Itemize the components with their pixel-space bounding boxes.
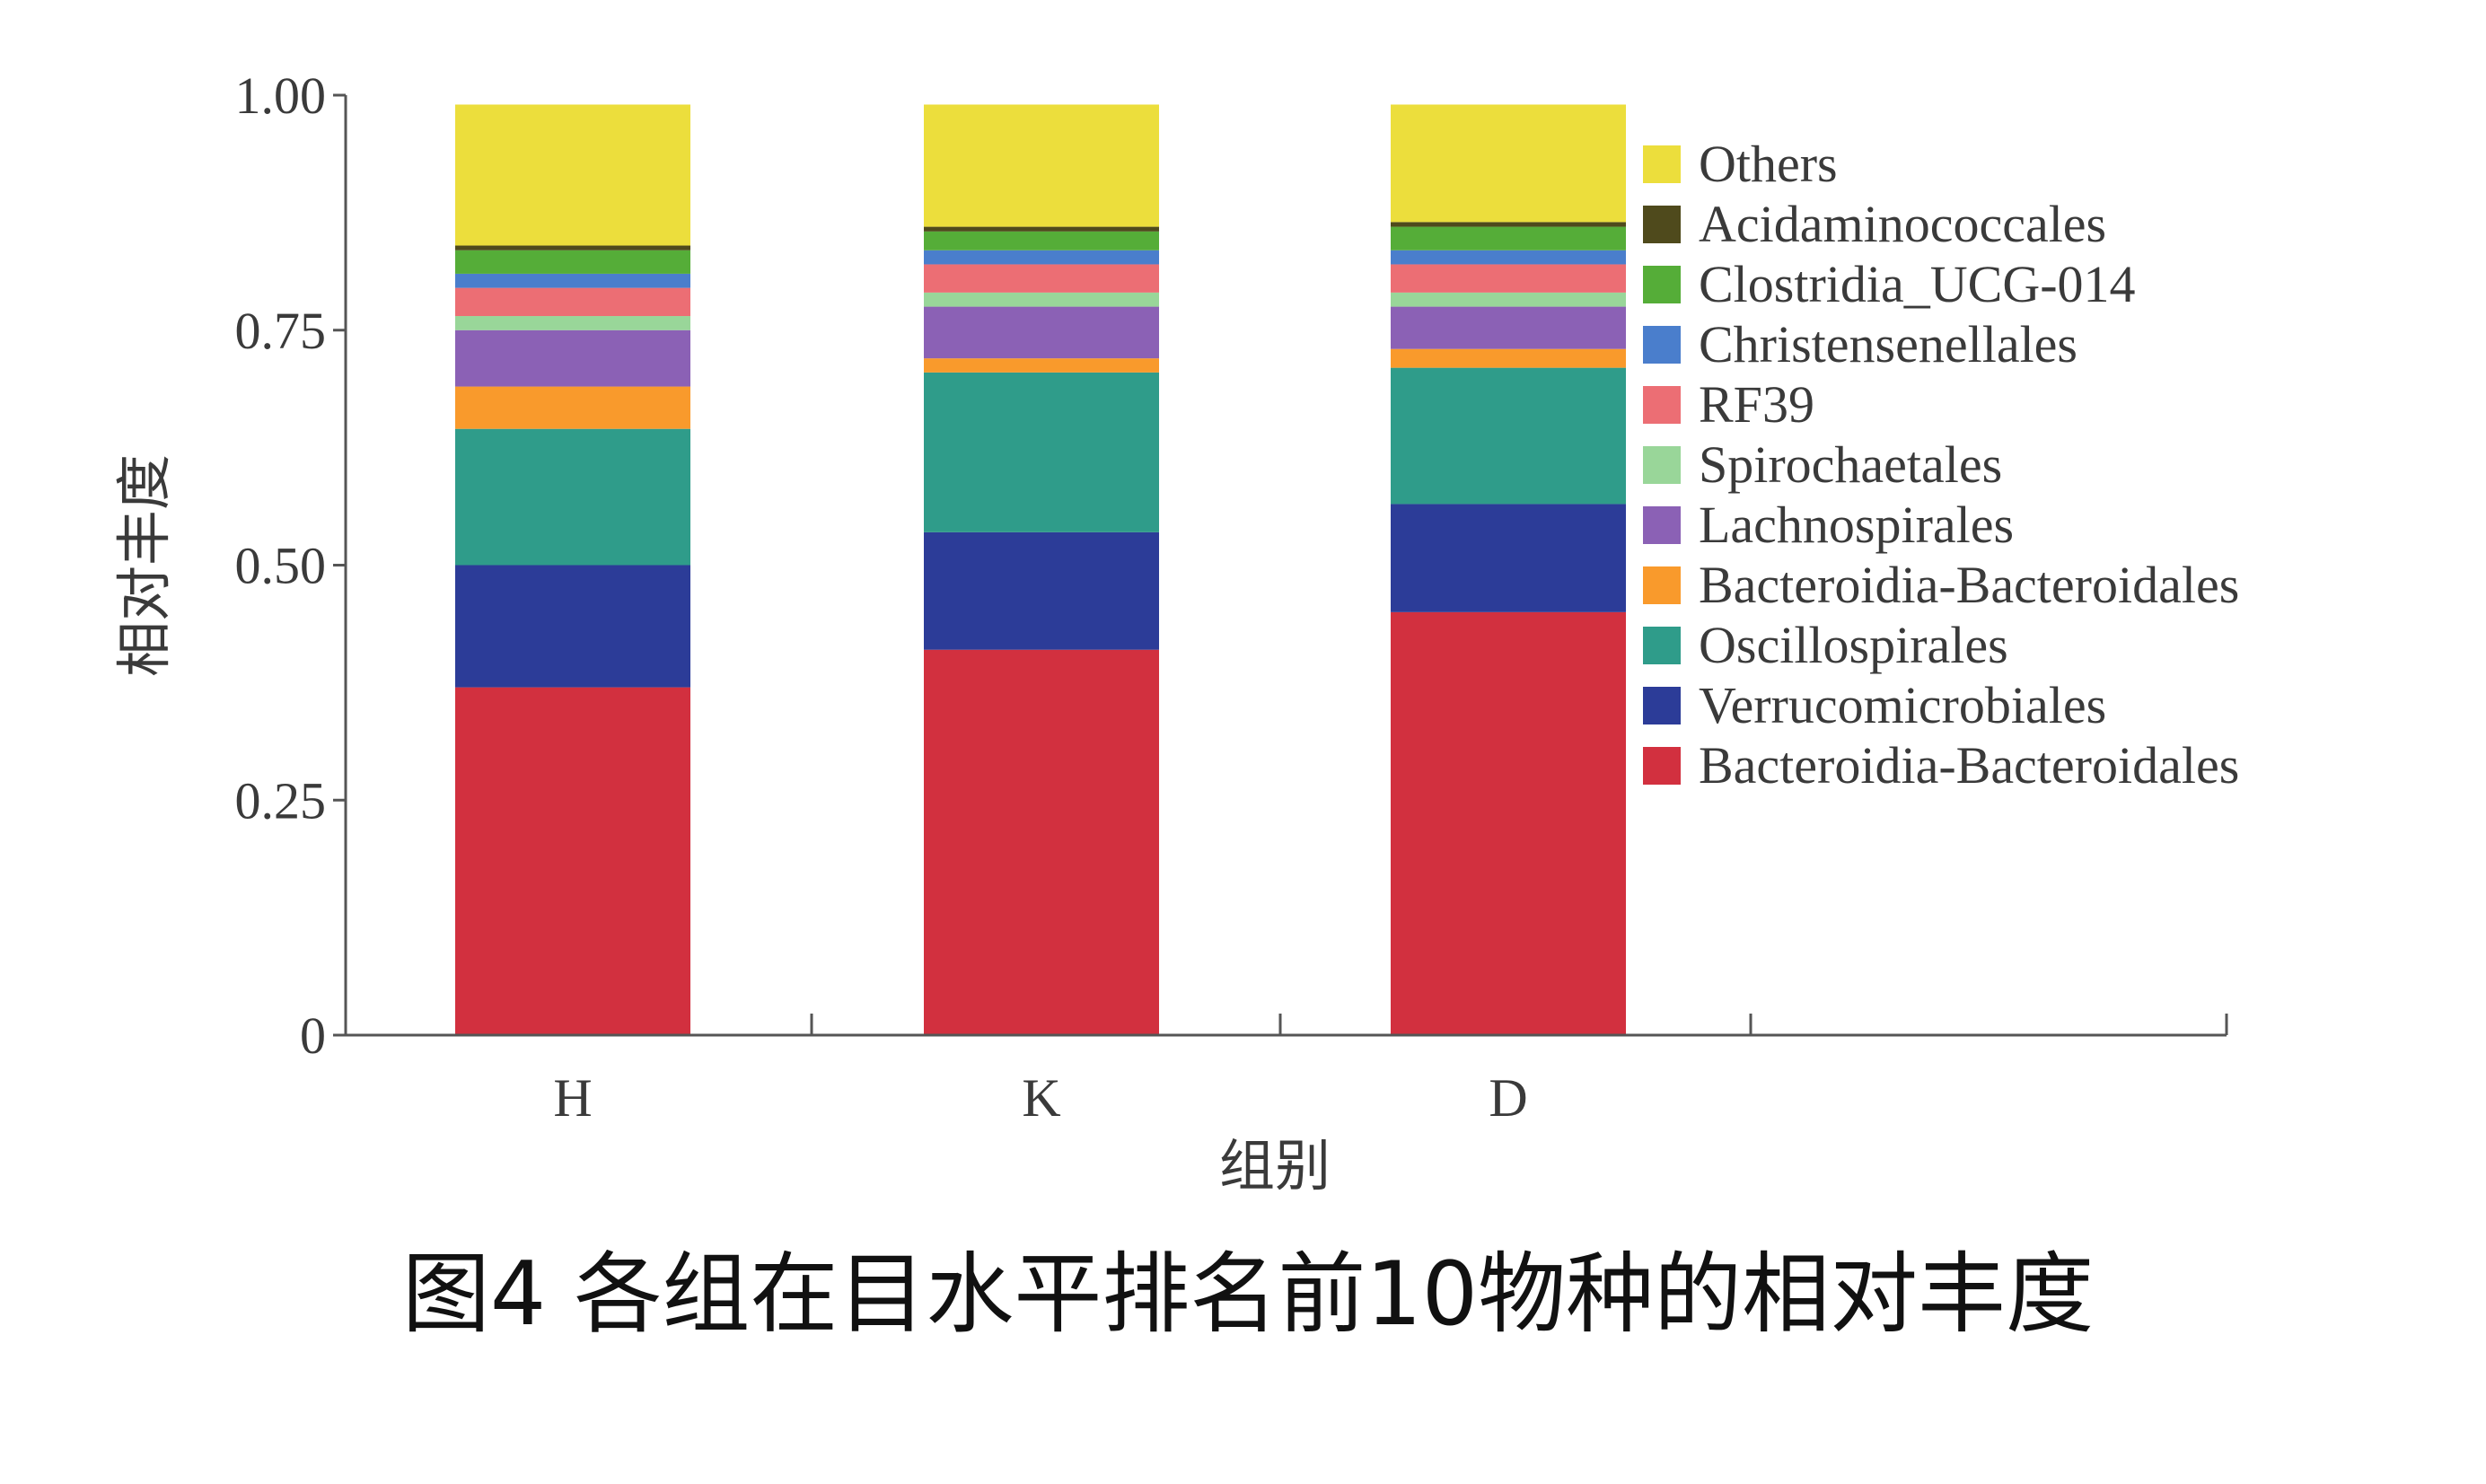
bar-segment [924,306,1159,359]
bar-segment [924,264,1159,293]
bar-segment [1391,367,1626,505]
bar-segment [1391,504,1626,612]
bar-segment [924,250,1159,265]
legend-swatch [1643,386,1681,424]
x-category-label: H [553,1068,592,1128]
bar-segment [455,386,690,429]
legend-swatch [1643,506,1681,544]
legend-label: Spirochaetales [1699,435,2002,494]
legend-swatch [1643,266,1681,303]
y-tick-label: 1.00 [235,66,327,125]
bar-segment [1391,222,1626,227]
bar-segment [455,245,690,250]
legend-label: Others [1699,135,1838,193]
bar-segment [455,273,690,288]
bar-segment [924,649,1159,1035]
legend-swatch [1643,206,1681,243]
x-axis-title: 组别 [1219,1133,1331,1199]
legend-label: Bacteroidia-Bacteroidales [1699,736,2239,795]
y-tick-label: 0.25 [235,771,327,830]
bar-segment [455,687,690,1035]
bar-segment [1391,250,1626,265]
legend-label: Acidaminococcales [1699,195,2106,253]
legend-swatch [1643,145,1681,183]
x-category-label: K [1022,1068,1060,1128]
bar-segment [1391,292,1626,307]
y-tick-label: 0.75 [235,302,327,360]
legend-label: Oscillospirales [1699,616,2008,674]
bar-segment [924,292,1159,307]
bar-segment [924,372,1159,532]
y-tick-label: 0.50 [235,537,327,595]
bar-segment [455,287,690,317]
y-axis-title: 相对丰度 [111,454,177,677]
legend-swatch [1643,326,1681,364]
bar-segment [455,316,690,330]
legend-swatch [1643,566,1681,604]
legend-label: Verrucomicrobiales [1699,676,2106,734]
legend-label: Christensenellales [1699,315,2078,373]
bar-segment [455,565,690,688]
bar-segment [924,104,1159,227]
legend-swatch [1643,627,1681,664]
legend-label: Clostridia_UCG-014 [1699,255,2136,313]
bar-segment [1391,226,1626,250]
bar-segment [924,231,1159,250]
bar-segment [1391,264,1626,293]
bar-segment [455,428,690,566]
bar-segment [924,226,1159,232]
bar-segment [924,358,1159,373]
legend-swatch [1643,446,1681,484]
bar-segment [1391,611,1626,1035]
x-category-label: D [1489,1068,1527,1128]
y-ticks-group: 0 0.25 0.50 0.75 1.00 [235,66,346,1065]
bar-segment [455,329,690,387]
legend: OthersAcidaminococcalesClostridia_UCG-01… [1643,135,2239,795]
bar-segment [455,250,690,274]
bar-segment [455,104,690,246]
bars-group [455,104,1626,1035]
legend-label: Bacteroidia-Bacteroidales [1699,556,2239,614]
figure-caption: 图4 各组在目水平排名前10物种的相对丰度 [402,1243,2094,1346]
bar-segment [1391,348,1626,368]
y-tick-label: 0 [300,1006,326,1065]
legend-swatch [1643,687,1681,724]
legend-label: Lachnospirales [1699,496,2014,554]
legend-swatch [1643,747,1681,785]
bar-segment [1391,104,1626,223]
bar-segment [1391,306,1626,349]
bar-segment [924,531,1159,650]
legend-label: RF39 [1699,375,1814,434]
